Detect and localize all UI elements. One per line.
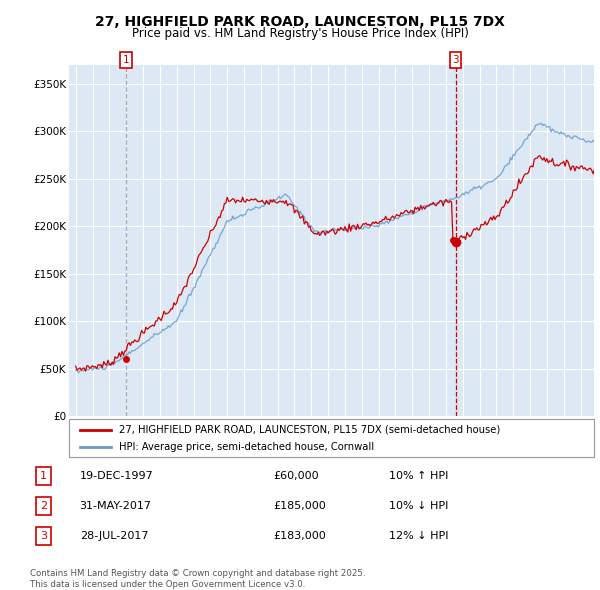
Text: 2: 2 (40, 501, 47, 511)
Text: 3: 3 (40, 531, 47, 541)
Text: HPI: Average price, semi-detached house, Cornwall: HPI: Average price, semi-detached house,… (119, 441, 374, 451)
Text: Price paid vs. HM Land Registry's House Price Index (HPI): Price paid vs. HM Land Registry's House … (131, 27, 469, 40)
Text: £185,000: £185,000 (273, 501, 326, 511)
Text: 12% ↓ HPI: 12% ↓ HPI (389, 531, 448, 541)
Text: 1: 1 (122, 55, 129, 65)
Text: 28-JUL-2017: 28-JUL-2017 (80, 531, 148, 541)
Text: £60,000: £60,000 (273, 471, 319, 481)
Text: 27, HIGHFIELD PARK ROAD, LAUNCESTON, PL15 7DX: 27, HIGHFIELD PARK ROAD, LAUNCESTON, PL1… (95, 15, 505, 29)
Text: £183,000: £183,000 (273, 531, 326, 541)
Text: 1: 1 (40, 471, 47, 481)
Text: 10% ↑ HPI: 10% ↑ HPI (389, 471, 448, 481)
Text: Contains HM Land Registry data © Crown copyright and database right 2025.
This d: Contains HM Land Registry data © Crown c… (30, 569, 365, 589)
Text: 19-DEC-1997: 19-DEC-1997 (80, 471, 154, 481)
Text: 10% ↓ HPI: 10% ↓ HPI (389, 501, 448, 511)
Text: 3: 3 (452, 55, 459, 65)
Text: 27, HIGHFIELD PARK ROAD, LAUNCESTON, PL15 7DX (semi-detached house): 27, HIGHFIELD PARK ROAD, LAUNCESTON, PL1… (119, 425, 500, 435)
Text: 31-MAY-2017: 31-MAY-2017 (80, 501, 152, 511)
